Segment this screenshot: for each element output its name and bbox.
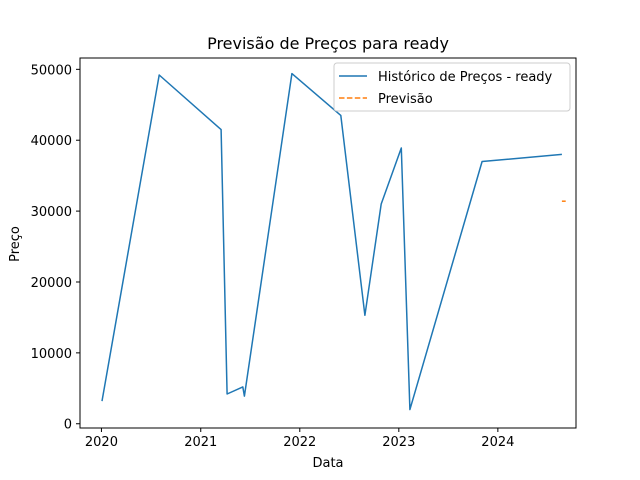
y-tick-label: 40000 (31, 134, 72, 149)
y-tick-label: 0 (64, 418, 72, 433)
axis-ticks: 2020 2021 2022 2023 2024 0 10000 20000 30000 4000… (31, 63, 515, 450)
x-axis-label: Data (312, 456, 343, 471)
series-lines (101, 72, 566, 411)
x-tick-label: 2023 (382, 435, 415, 450)
y-tick-label: 50000 (31, 63, 72, 78)
y-tick-label: 30000 (31, 205, 72, 220)
legend-label-forecast: Previsão (378, 92, 433, 107)
y-axis-label: Preço (8, 226, 23, 262)
legend: Histórico de Preços - ready Previsão (333, 62, 571, 112)
y-tick-label: 20000 (31, 276, 72, 291)
legend-label-history: Histórico de Preços - ready (378, 70, 553, 85)
series-line-history (101, 72, 562, 411)
y-tick-label: 10000 (31, 347, 72, 362)
x-tick-label: 2022 (283, 435, 316, 450)
x-tick-label: 2020 (85, 435, 118, 450)
plot-frame (79, 57, 577, 429)
x-tick-label: 2024 (481, 435, 514, 450)
chart-title: Previsão de Preços para ready (207, 34, 449, 53)
legend-box (333, 62, 571, 112)
x-tick-label: 2021 (184, 435, 217, 450)
